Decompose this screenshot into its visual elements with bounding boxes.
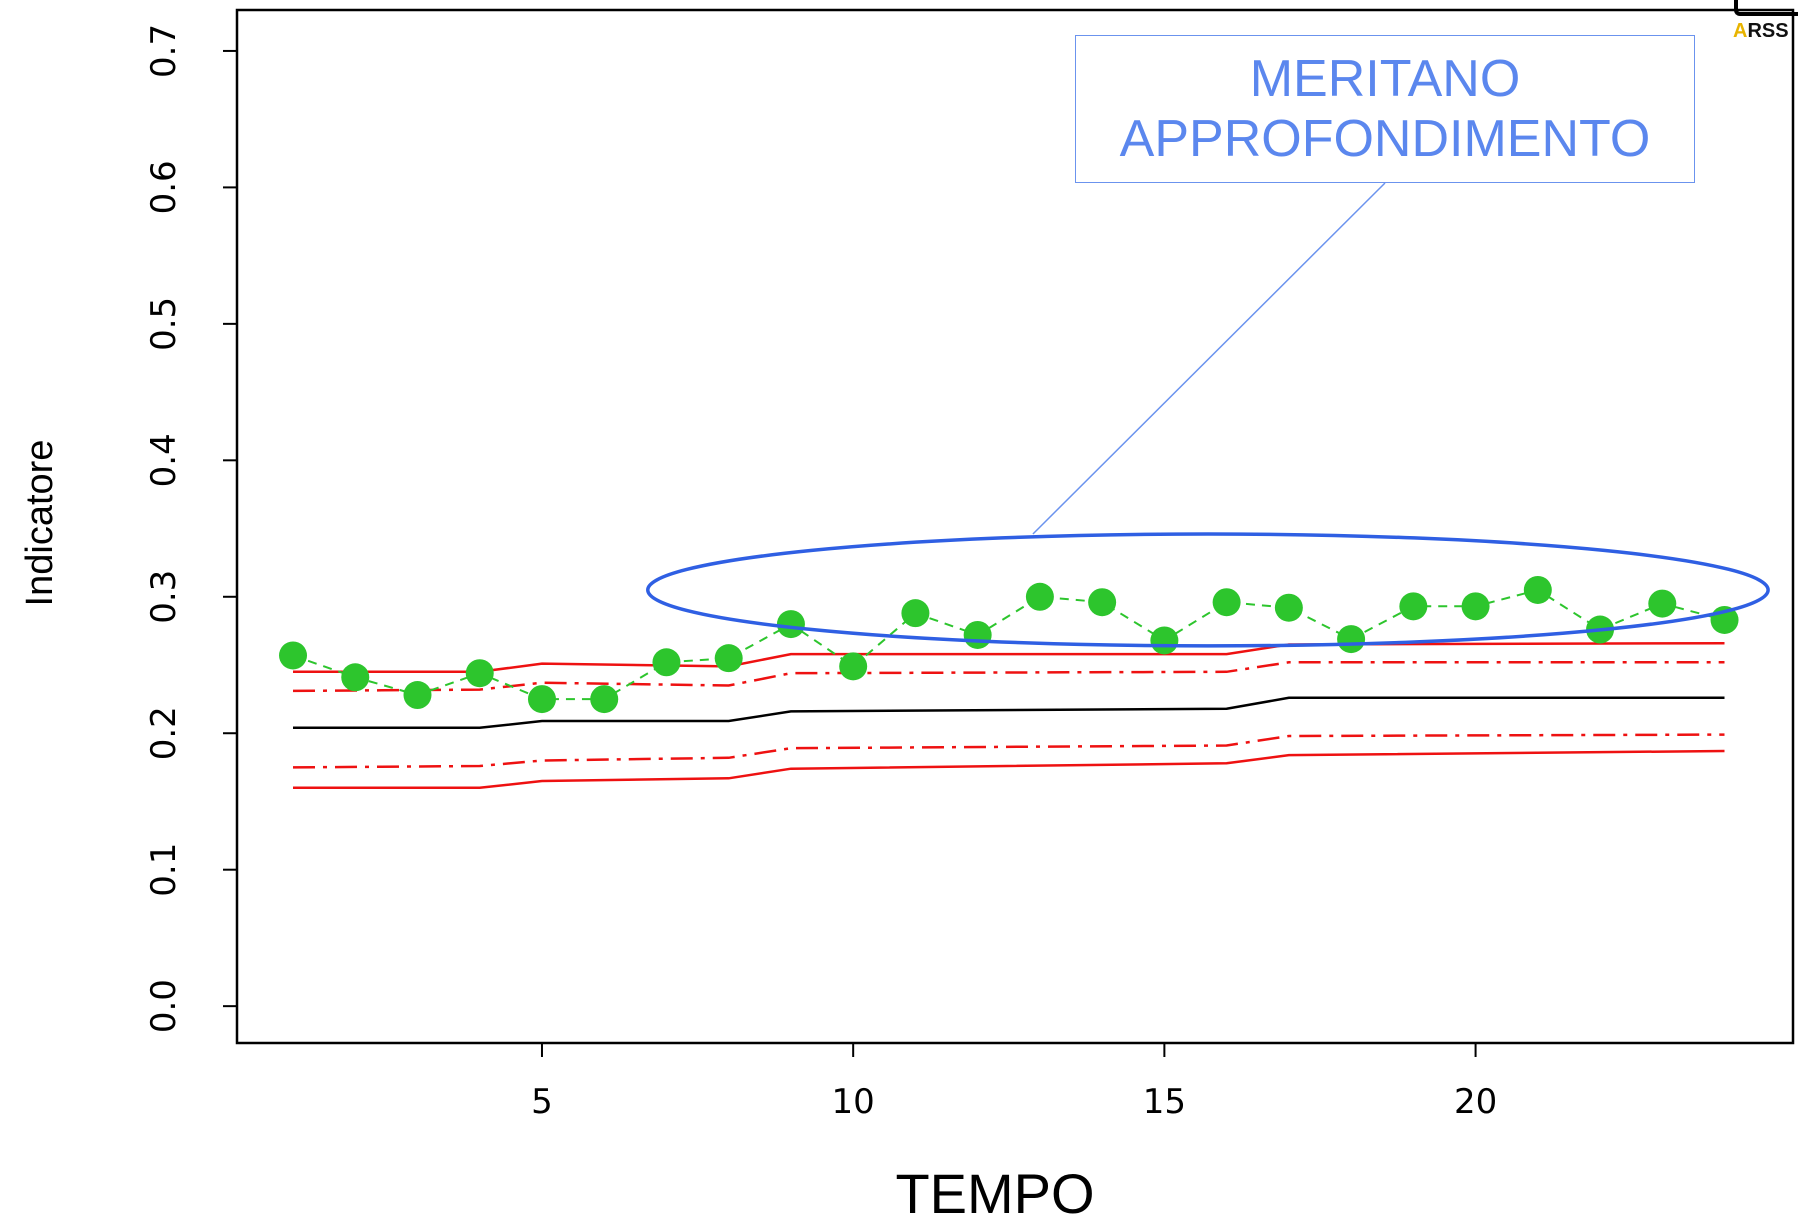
- x-tick-label: 5: [531, 1082, 553, 1122]
- y-tick-label: 0.7: [144, 24, 184, 78]
- logo-frame: [1734, 0, 1798, 16]
- data-point: [279, 641, 308, 670]
- y-tick-label: 0.5: [144, 297, 184, 351]
- data-point: [1337, 625, 1366, 654]
- data-point: [1648, 589, 1677, 618]
- x-tick-label: 20: [1454, 1082, 1497, 1122]
- y-tick-label: 0.0: [144, 979, 184, 1033]
- data-point: [776, 610, 805, 639]
- annotation-pointer-line: [1032, 182, 1386, 535]
- data-point: [403, 681, 432, 710]
- data-point: [901, 599, 930, 628]
- data-point: [839, 652, 868, 681]
- data-point: [652, 648, 681, 677]
- series-line-upper-inner: [292, 661, 1725, 693]
- logo-text: ARSS: [1733, 20, 1789, 42]
- data-point: [465, 659, 494, 688]
- data-point: [1212, 588, 1241, 617]
- y-tick-label: 0.1: [144, 843, 184, 897]
- x-tick-label: 15: [1143, 1082, 1186, 1122]
- annotation-shapes: [646, 182, 1770, 648]
- data-point: [1150, 626, 1179, 655]
- data-point: [1523, 575, 1552, 604]
- data-point: [1274, 593, 1303, 622]
- arss-logo: ARSS: [1732, 0, 1798, 44]
- y-tick-label: 0.2: [144, 706, 184, 760]
- highlight-ellipse: [646, 532, 1770, 648]
- annotation-box: MERITANO APPROFONDIMENTO: [1075, 35, 1695, 183]
- y-tick-label: 0.6: [144, 160, 184, 214]
- y-axis-title: Indicatore: [19, 440, 61, 607]
- plot-frame: [235, 8, 1795, 1045]
- series-line-upper-outer: [293, 641, 1725, 674]
- data-point: [527, 685, 556, 714]
- data-point: [341, 663, 370, 692]
- y-tick-label: 0.4: [144, 433, 184, 487]
- data-point: [714, 644, 743, 673]
- data-point: [1025, 582, 1054, 611]
- series-line-lower-inner: [292, 733, 1725, 769]
- annotation-line-1: MERITANO: [1249, 50, 1521, 108]
- data-point: [1088, 588, 1117, 617]
- data-point: [590, 685, 619, 714]
- data-point: [963, 620, 992, 649]
- series-line-lower-outer: [293, 749, 1725, 790]
- series-line-center: [293, 696, 1725, 730]
- x-axis-title: TEMPO: [895, 1162, 1094, 1223]
- x-tick-label: 10: [832, 1082, 875, 1122]
- chart-series: [279, 575, 1739, 790]
- data-point: [1461, 592, 1490, 621]
- chart-axes: 5 10 15 20 0.0 0.1 0.2 0.3 0.4 0.5 0.6 0.7: [144, 8, 1795, 1122]
- annotation-line-2: APPROFONDIMENTO: [1119, 110, 1651, 168]
- y-tick-label: 0.3: [144, 570, 184, 624]
- data-point: [1399, 592, 1428, 621]
